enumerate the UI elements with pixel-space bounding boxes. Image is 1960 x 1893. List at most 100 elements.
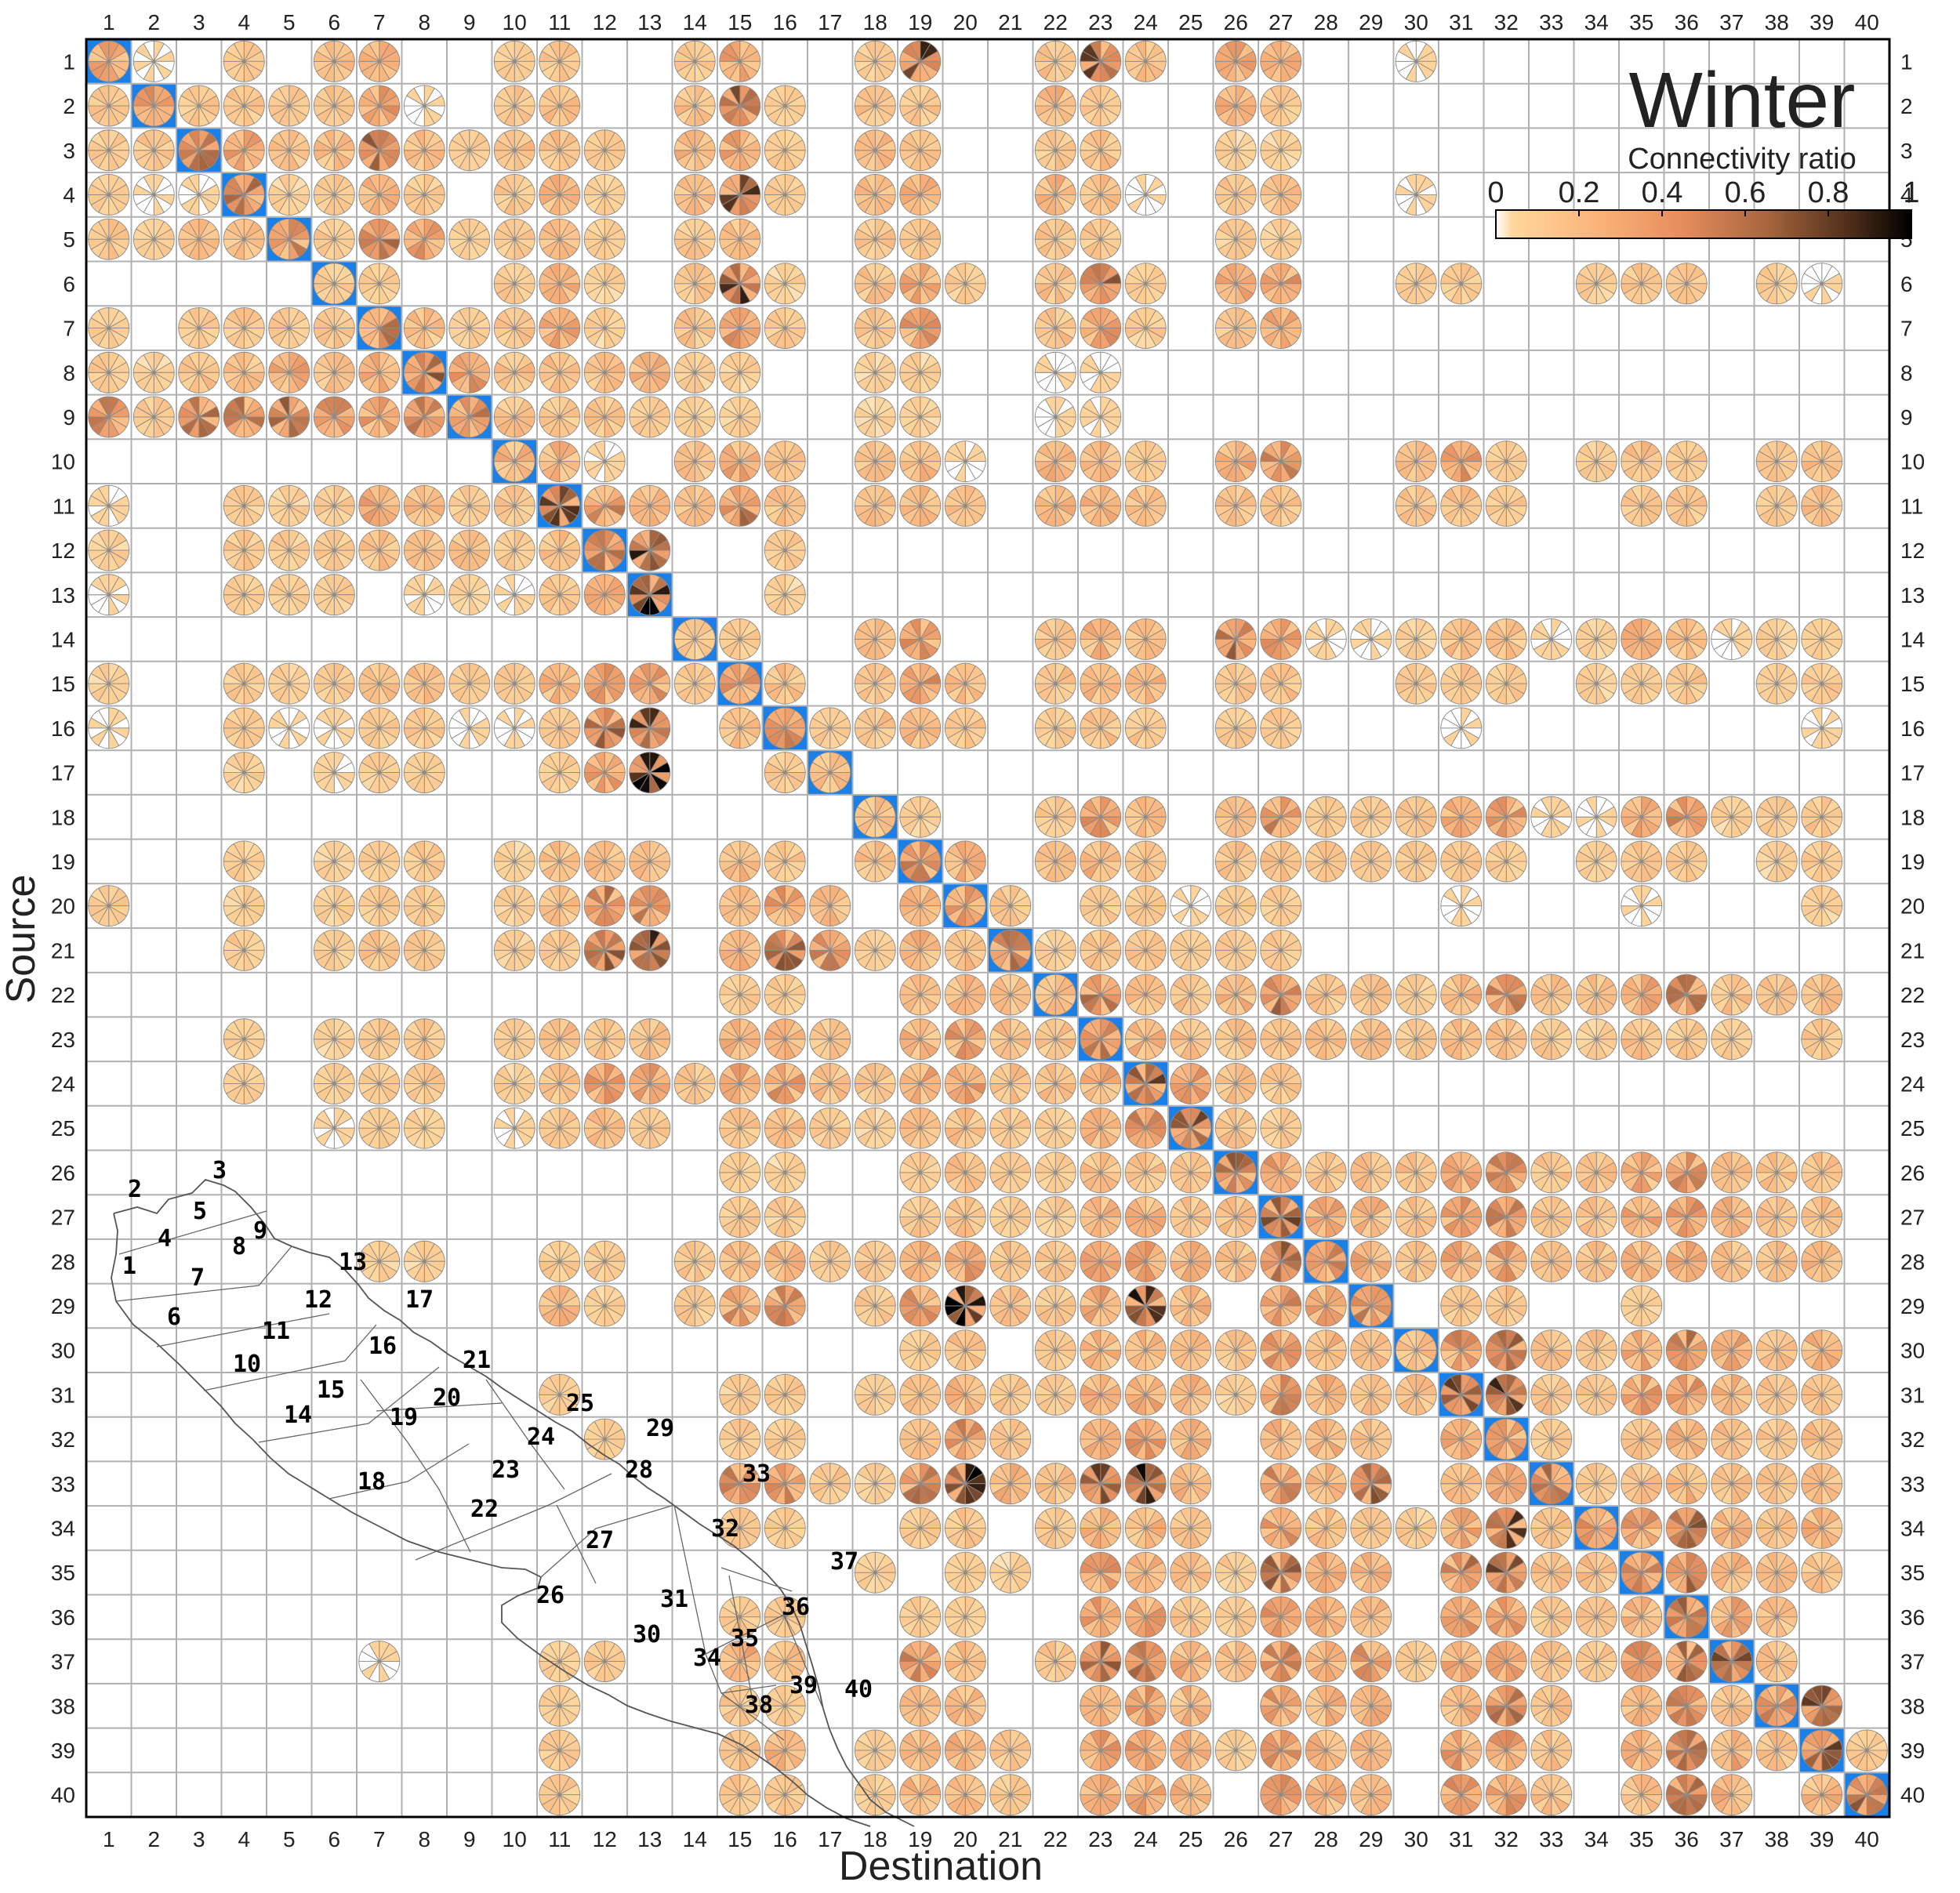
pie-16-39 bbox=[1801, 707, 1843, 749]
pie-sector bbox=[1225, 40, 1236, 63]
pie-8-4 bbox=[223, 351, 265, 393]
pie-4-11 bbox=[539, 173, 581, 216]
pie-2-11 bbox=[539, 85, 581, 127]
pie-14-22 bbox=[1034, 618, 1076, 660]
pie-3-1 bbox=[88, 129, 130, 172]
pie-18-18 bbox=[854, 796, 896, 838]
pie-5-1 bbox=[88, 218, 130, 260]
pie-5-27 bbox=[1260, 218, 1302, 260]
pie-14-31 bbox=[1440, 618, 1483, 660]
pie-1-2 bbox=[132, 40, 175, 82]
pie-2-3 bbox=[178, 85, 220, 127]
pie-3-5 bbox=[268, 129, 310, 172]
pie-14-29 bbox=[1350, 618, 1392, 660]
pie-6-23 bbox=[1080, 263, 1122, 305]
pie-11-23 bbox=[1080, 484, 1122, 527]
pie-1-4 bbox=[223, 40, 265, 82]
pie-3-8 bbox=[403, 129, 445, 172]
pie-9-6 bbox=[313, 396, 355, 438]
pie-19-8 bbox=[403, 840, 445, 883]
pie-6-34 bbox=[1575, 263, 1617, 305]
pie-9-10 bbox=[493, 396, 535, 438]
pie-19-7 bbox=[358, 840, 401, 883]
pie-7-27 bbox=[1260, 307, 1302, 350]
pie-7-16 bbox=[764, 307, 806, 350]
pie-10-31 bbox=[1440, 441, 1483, 483]
pie-15-7 bbox=[358, 662, 401, 705]
pie-1-26 bbox=[1214, 40, 1257, 82]
pie-sector bbox=[684, 40, 695, 63]
pie-12-10 bbox=[493, 529, 535, 571]
pie-11-32 bbox=[1485, 484, 1527, 527]
pie-1-24 bbox=[1124, 40, 1167, 82]
pie-16-5 bbox=[268, 707, 310, 749]
pie-11-12 bbox=[583, 484, 626, 527]
pie-4-7 bbox=[358, 173, 401, 216]
pie-6-26 bbox=[1214, 263, 1257, 305]
pie-2-22 bbox=[1034, 85, 1076, 127]
pie-13-4 bbox=[223, 574, 265, 616]
grid bbox=[85, 38, 1890, 1818]
pie-12-11 bbox=[539, 529, 581, 571]
pie-3-15 bbox=[719, 129, 761, 172]
pie-4-10 bbox=[493, 173, 535, 216]
pie-13-8 bbox=[403, 574, 445, 616]
pie-3-26 bbox=[1214, 129, 1257, 172]
pie-18-35 bbox=[1621, 796, 1663, 838]
pie-18-27 bbox=[1260, 796, 1302, 838]
pie-14-28 bbox=[1305, 618, 1347, 660]
pie-14-38 bbox=[1755, 618, 1798, 660]
pie-16-22 bbox=[1034, 707, 1076, 749]
pie-18-36 bbox=[1665, 796, 1708, 838]
pie-5-5 bbox=[268, 218, 310, 260]
pie-18-34 bbox=[1575, 796, 1617, 838]
pie-2-5 bbox=[268, 85, 310, 127]
pie-4-26 bbox=[1214, 173, 1257, 216]
pie-11-30 bbox=[1395, 484, 1437, 527]
pie-11-16 bbox=[764, 484, 806, 527]
pie-5-2 bbox=[132, 218, 175, 260]
pie-6-18 bbox=[854, 263, 896, 305]
pie-14-23 bbox=[1080, 618, 1122, 660]
pie-1-11 bbox=[539, 40, 581, 82]
pie-15-19 bbox=[899, 662, 942, 705]
pie-10-22 bbox=[1034, 441, 1076, 483]
pie-1-15 bbox=[719, 40, 761, 82]
pie-9-1 bbox=[88, 396, 130, 438]
pie-14-18 bbox=[854, 618, 896, 660]
pie-3-19 bbox=[899, 129, 942, 172]
pie-14-15 bbox=[719, 618, 761, 660]
pie-15-27 bbox=[1260, 662, 1302, 705]
pie-14-36 bbox=[1665, 618, 1708, 660]
pie-5-15 bbox=[719, 218, 761, 260]
pie-15-31 bbox=[1440, 662, 1483, 705]
pie-14-26 bbox=[1214, 618, 1257, 660]
pie-16-26 bbox=[1214, 707, 1257, 749]
pie-13-1 bbox=[88, 574, 130, 616]
pie-10-30 bbox=[1395, 441, 1437, 483]
pie-11-38 bbox=[1755, 484, 1798, 527]
pie-9-18 bbox=[854, 396, 896, 438]
pie-6-30 bbox=[1395, 263, 1437, 305]
pie-11-4 bbox=[223, 484, 265, 527]
pie-10-23 bbox=[1080, 441, 1122, 483]
pie-18-30 bbox=[1395, 796, 1437, 838]
pie-13-13 bbox=[629, 574, 671, 616]
pie-15-10 bbox=[493, 662, 535, 705]
pie-6-14 bbox=[673, 263, 716, 305]
pie-10-34 bbox=[1575, 441, 1617, 483]
pie-19-18 bbox=[854, 840, 896, 883]
pie-4-6 bbox=[313, 173, 355, 216]
pie-19-4 bbox=[223, 840, 265, 883]
pie-7-1 bbox=[88, 307, 130, 350]
pie-1-18 bbox=[854, 40, 896, 82]
pie-14-14 bbox=[673, 618, 716, 660]
pie-14-19 bbox=[899, 618, 942, 660]
pie-9-22 bbox=[1034, 396, 1076, 438]
pie-7-15 bbox=[719, 307, 761, 350]
pie-12-5 bbox=[268, 529, 310, 571]
pie-19-19 bbox=[899, 840, 942, 883]
pie-12-4 bbox=[223, 529, 265, 571]
pie-sector bbox=[323, 40, 335, 63]
pie-19-11 bbox=[539, 840, 581, 883]
